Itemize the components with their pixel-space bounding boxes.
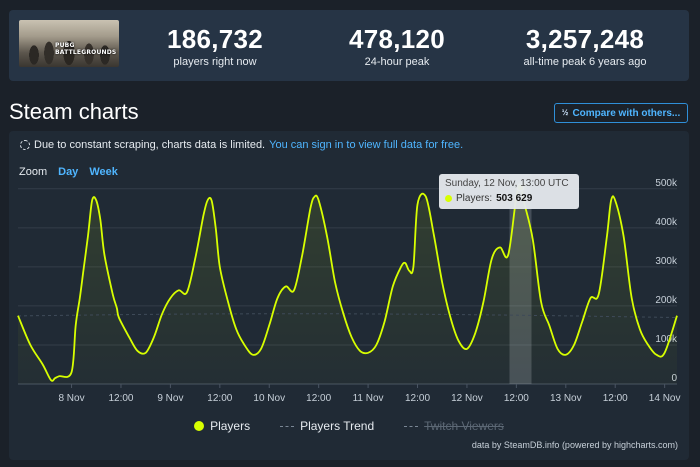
legend-players-label: Players xyxy=(210,419,251,433)
x-tick-label: 11 Nov xyxy=(353,393,384,404)
chart-legend: Players Players Trend Twitch Viewers xyxy=(9,419,689,433)
legend-item-trend[interactable]: Players Trend xyxy=(280,419,374,433)
legend-trend-marker xyxy=(280,425,295,427)
page-title: Steam charts xyxy=(9,99,139,124)
legend-item-twitch[interactable]: Twitch Viewers xyxy=(404,419,504,433)
x-tick-label: 13 Nov xyxy=(550,393,582,404)
stat-alltime-label: all-time peak 6 years ago xyxy=(523,56,647,68)
game-thumbnail[interactable]: PUBG BATTLEGROUNDS xyxy=(19,20,119,67)
stat-24h-value: 478,120 xyxy=(348,24,446,54)
x-tick-label: 10 Nov xyxy=(253,393,285,404)
stat-24h-label: 24-hour peak xyxy=(364,56,430,68)
stat-alltime-peak: 3,257,248 all-time peak 6 years ago xyxy=(505,24,665,68)
trend-line xyxy=(17,313,678,318)
chart-credit[interactable]: data by SteamDB.info (powered by highcha… xyxy=(471,440,678,450)
game-logo-line1: PUBG xyxy=(55,42,75,49)
stat-24h-peak: 478,120 24-hour peak xyxy=(327,24,467,68)
thumbnail-artwork xyxy=(19,33,119,67)
x-tick-label: 12:00 xyxy=(504,393,529,404)
x-tick-label: 12 Nov xyxy=(451,393,483,404)
zoom-controls: Zoom Day Week xyxy=(19,166,118,178)
x-tick-label: 12:00 xyxy=(306,393,331,404)
chart-panel: Due to constant scraping, charts data is… xyxy=(9,131,689,460)
x-tick-label: 12:00 xyxy=(405,393,430,404)
stat-alltime-value: 3,257,248 xyxy=(525,24,645,54)
legend-item-players[interactable]: Players xyxy=(194,419,250,433)
x-tick-label: 8 Nov xyxy=(58,393,84,404)
stat-current-players: 186,732 players right now xyxy=(145,24,285,68)
x-tick-label: 14 Nov xyxy=(649,393,681,404)
tooltip-value: 503 629 xyxy=(496,193,533,204)
y-tick-label: 400k xyxy=(655,217,678,228)
scraping-notice: Due to constant scraping, charts data is… xyxy=(20,139,463,151)
players-line xyxy=(17,185,678,382)
legend-players-marker xyxy=(194,421,205,431)
zoom-label: Zoom xyxy=(19,166,48,178)
y-tick-label: 200k xyxy=(655,295,678,306)
legend-trend-label: Players Trend xyxy=(300,419,375,433)
y-tick-label: 300k xyxy=(655,256,678,267)
sign-in-link[interactable]: You can sign in to view full data for fr… xyxy=(269,139,464,151)
game-logo-line2: BATTLEGROUNDS xyxy=(55,49,117,56)
compare-button-label: Compare with others... xyxy=(572,107,681,119)
tooltip-value-row: Players: 503 629 xyxy=(445,193,573,204)
zoom-day-button[interactable]: Day xyxy=(58,166,79,178)
tooltip-series-label: Players: xyxy=(456,193,493,204)
game-logo: PUBG BATTLEGROUNDS xyxy=(55,42,116,56)
compare-button[interactable]: ½ Compare with others... xyxy=(554,103,688,123)
stats-bar: PUBG BATTLEGROUNDS 186,732 players right… xyxy=(9,10,689,81)
stat-current-value: 186,732 xyxy=(166,24,264,54)
stat-current-label: players right now xyxy=(173,56,257,68)
legend-twitch-label: Twitch Viewers xyxy=(424,419,504,433)
tooltip-date: Sunday, 12 Nov, 13:00 UTC xyxy=(445,178,569,189)
chart-tooltip: Sunday, 12 Nov, 13:00 UTC Players: 503 6… xyxy=(439,174,579,209)
tooltip-series-dot xyxy=(445,195,452,202)
y-tick-label: 500k xyxy=(655,178,678,189)
zoom-week-button[interactable]: Week xyxy=(89,166,118,178)
x-tick-label: 12:00 xyxy=(603,393,628,404)
legend-twitch-marker xyxy=(404,425,419,427)
loading-icon xyxy=(20,140,30,150)
notice-text: Due to constant scraping, charts data is… xyxy=(34,139,266,151)
x-tick-label: 12:00 xyxy=(207,393,232,404)
players-area xyxy=(18,187,677,384)
y-tick-label: 100k xyxy=(655,334,678,345)
compare-icon: ½ xyxy=(561,108,569,117)
x-tick-label: 12:00 xyxy=(108,393,133,404)
x-tick-label: 9 Nov xyxy=(157,393,183,404)
